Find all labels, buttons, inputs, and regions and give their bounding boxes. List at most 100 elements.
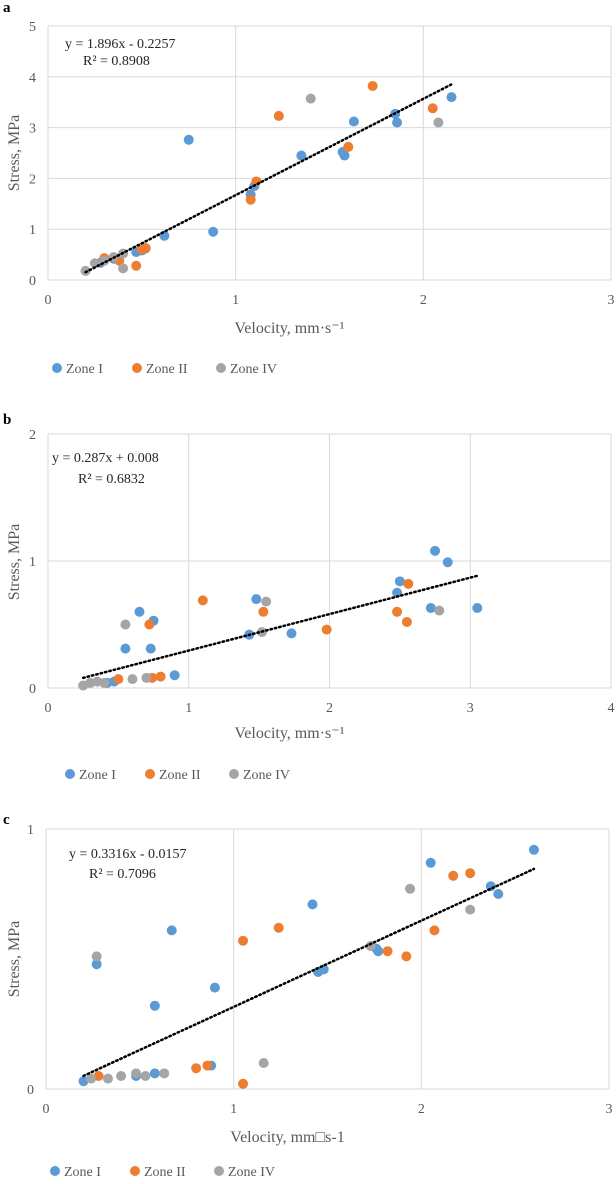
data-point-zone-ii <box>144 619 155 630</box>
y-axis-label: Stress, MPa <box>6 115 23 191</box>
data-point-zone-ii <box>367 80 378 91</box>
trend-equation: y = 1.896x - 0.2257 <box>65 37 176 52</box>
data-point-zone-ii <box>155 671 166 682</box>
x-tick-label: 0 <box>43 1102 50 1117</box>
data-point-zone-iv <box>99 677 110 688</box>
data-point-zone-iv <box>127 674 138 685</box>
data-point-zone-i <box>149 1000 160 1011</box>
legend-marker <box>50 1166 60 1176</box>
data-point-zone-i <box>307 899 318 910</box>
x-tick-label: 2 <box>418 1102 425 1117</box>
r-squared: R² = 0.8908 <box>83 54 150 69</box>
trendline <box>84 83 453 274</box>
legend-label: Zone II <box>159 768 201 783</box>
data-point-zone-i <box>91 959 102 970</box>
data-point-zone-iv <box>433 117 444 128</box>
data-point-zone-ii <box>191 1063 202 1074</box>
x-tick-label: 2 <box>420 293 427 308</box>
y-tick-label: 1 <box>27 823 34 838</box>
data-point-zone-iv <box>140 1071 151 1081</box>
panel-label-c: c <box>3 812 10 828</box>
legend-marker <box>145 769 155 779</box>
data-point-zone-ii <box>401 951 412 962</box>
data-point-zone-iv <box>261 596 272 607</box>
data-point-zone-ii <box>321 624 332 635</box>
y-tick-label: 2 <box>29 428 36 443</box>
chart-c: 0 1 2 3 0 1 Velocity, mm□s-1 Stress, MPa y = 0.3… <box>6 823 613 1180</box>
legend-marker <box>52 363 62 373</box>
y-tick-label: 1 <box>29 223 36 238</box>
x-tick-label: 3 <box>606 1102 613 1117</box>
data-point-zone-ii <box>448 870 459 881</box>
data-point-zone-ii <box>113 674 124 685</box>
panel-label-b: b <box>3 412 12 428</box>
data-point-zone-iv <box>465 904 476 915</box>
y-tick-label: 0 <box>29 274 36 289</box>
x-tick-label: 3 <box>608 293 615 308</box>
legend-marker <box>132 363 142 373</box>
data-point-zone-ii <box>401 616 412 627</box>
data-point-zone-iv <box>405 883 416 894</box>
data-point-zone-i <box>145 643 156 654</box>
legend-marker <box>65 769 75 779</box>
y-tick-label: 4 <box>29 71 36 86</box>
legend-marker <box>216 363 226 373</box>
data-point-zone-ii <box>465 868 476 879</box>
x-tick-label: 4 <box>608 701 615 716</box>
data-point-zone-ii <box>258 606 269 617</box>
trend-equation: y = 0.287x + 0.008 <box>52 451 159 466</box>
data-point-zone-ii <box>392 606 403 617</box>
chart-b: 0 1 2 3 4 0 1 2 Velocity, mm·s⁻¹ Stress, MPa y = 0… <box>6 428 615 783</box>
data-point-zone-ii <box>238 1078 249 1089</box>
data-point-zone-ii <box>131 260 142 271</box>
data-point-zone-iv <box>159 1068 170 1079</box>
data-point-zone-ii <box>273 922 284 933</box>
data-point-zone-iv <box>258 1058 269 1068</box>
x-tick-label: 1 <box>232 293 239 308</box>
data-point-zone-i <box>296 150 307 161</box>
data-point-zone-iv <box>434 605 445 616</box>
y-tick-label: 0 <box>29 682 36 697</box>
legend-label: Zone IV <box>228 1165 275 1180</box>
data-point-zone-i <box>392 117 403 128</box>
data-point-zone-i <box>442 557 453 568</box>
data-point-zone-i <box>120 643 131 654</box>
data-point-zone-i <box>183 134 194 145</box>
data-point-zone-i <box>348 116 359 127</box>
x-tick-label: 1 <box>185 701 192 716</box>
legend-marker <box>214 1166 224 1176</box>
data-point-zone-i <box>430 545 441 556</box>
y-tick-label: 0 <box>27 1083 34 1098</box>
data-point-zone-i <box>166 925 177 936</box>
legend-label: Zone II <box>146 362 188 377</box>
data-point-zone-iv <box>305 93 316 104</box>
panel-label-a: a <box>3 0 11 16</box>
data-point-zone-i <box>392 587 403 598</box>
chart-a: 0 1 2 3 0 1 2 3 4 5 Velocity, mm·s⁻¹ Stress, MPa y =… <box>6 20 615 377</box>
data-point-zone-iv <box>120 619 131 630</box>
data-point-zone-ii <box>245 194 256 205</box>
data-point-zone-i <box>208 226 219 237</box>
x-tick-label: 3 <box>467 701 474 716</box>
x-tick-label: 1 <box>230 1102 237 1117</box>
data-point-zone-i <box>472 602 483 613</box>
trendline <box>82 867 536 1078</box>
legend-label: Zone II <box>144 1165 186 1180</box>
data-point-zone-iv <box>131 1068 142 1079</box>
y-tick-label: 3 <box>29 122 36 137</box>
y-tick-label: 5 <box>29 20 36 35</box>
y-tick-label: 1 <box>29 555 36 570</box>
x-tick-label: 0 <box>45 293 52 308</box>
data-point-zone-i <box>169 670 180 681</box>
data-point-zone-i <box>251 594 262 605</box>
data-point-zone-ii <box>202 1060 213 1071</box>
data-point-zone-ii <box>403 578 414 589</box>
x-tick-label: 2 <box>326 701 333 716</box>
legend-label: Zone I <box>64 1165 101 1180</box>
legend-marker <box>130 1166 140 1176</box>
data-point-zone-i <box>339 150 350 161</box>
x-tick-label: 0 <box>45 701 52 716</box>
r-squared: R² = 0.7096 <box>89 867 156 882</box>
data-point-zone-iv <box>102 1073 113 1084</box>
data-point-zone-i <box>425 857 436 868</box>
